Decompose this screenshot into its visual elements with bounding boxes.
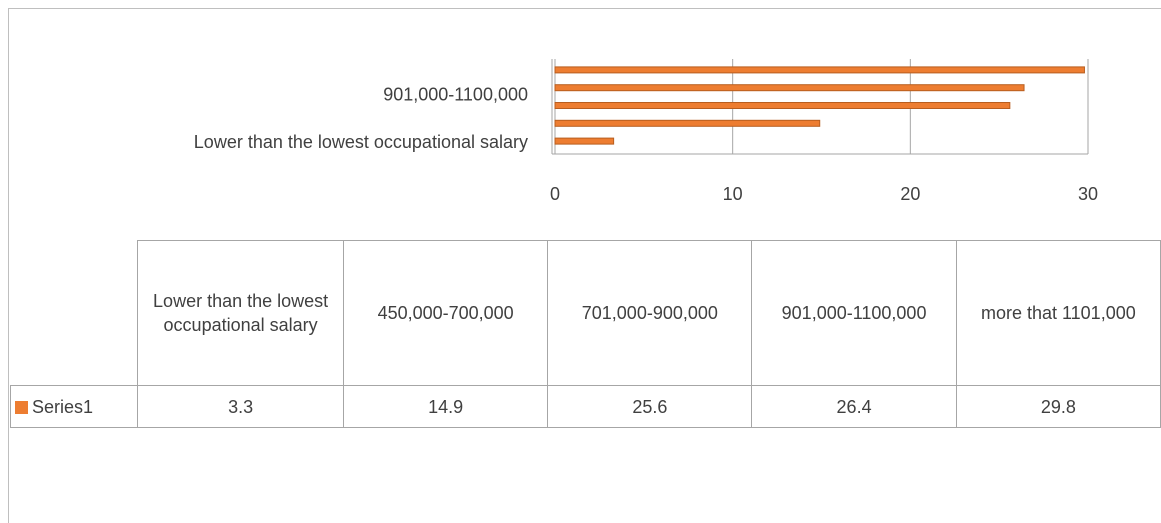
cell-text: 26.4 xyxy=(836,396,872,417)
frame xyxy=(8,8,1161,523)
x-tick-label: 30 xyxy=(1078,184,1098,204)
y-tick-label: 901,000-1100,000 xyxy=(383,84,528,104)
x-tick-label: 0 xyxy=(550,184,560,204)
bar xyxy=(554,84,1025,92)
value-cell: 14.9 xyxy=(343,385,549,428)
cell-text: 14.9 xyxy=(428,396,464,417)
header-cell: 450,000-700,000 xyxy=(343,240,549,386)
cell-text: 450,000-700,000 xyxy=(377,303,514,323)
data-table: Lower than the lowest occupational salar… xyxy=(9,240,1161,428)
cell-text: 29.8 xyxy=(1040,396,1076,417)
cell-text: 3.3 xyxy=(228,396,254,417)
cell-text: 25.6 xyxy=(632,396,668,417)
cell-text: Lower than the lowest occupational salar… xyxy=(153,291,329,335)
bar xyxy=(554,66,1085,74)
header-cell: 701,000-900,000 xyxy=(547,240,753,386)
cell-text: 701,000-900,000 xyxy=(581,303,718,323)
y-tick-label: Lower than the lowest occupational salar… xyxy=(194,132,528,152)
cell-text: more that 1101,000 xyxy=(980,303,1136,323)
value-cell: 25.6 xyxy=(547,385,753,428)
data-row: Series1 3.3 14.9 25.6 26.4 29.8 xyxy=(9,385,1161,428)
header-cell: 901,000-1100,000 xyxy=(751,240,957,386)
x-tick-label: 20 xyxy=(900,184,920,204)
bar xyxy=(554,119,821,127)
legend-key xyxy=(15,400,28,414)
header-cell: Lower than the lowest occupational salar… xyxy=(137,240,345,386)
value-cell: 26.4 xyxy=(751,385,957,428)
x-tick-label: 10 xyxy=(723,184,743,204)
value-cell: 3.3 xyxy=(137,385,345,428)
bar xyxy=(554,137,615,145)
value-cell: 29.8 xyxy=(955,385,1161,428)
bar xyxy=(554,102,1011,109)
corner-cell xyxy=(10,240,139,386)
header-cell: more that 1101,000 xyxy=(955,240,1161,386)
legend-cell: Series1 xyxy=(9,385,139,428)
legend-label: Series1 xyxy=(32,396,94,417)
header-row: Lower than the lowest occupational salar… xyxy=(10,240,1161,386)
cell-text: 901,000-1100,000 xyxy=(781,303,927,323)
